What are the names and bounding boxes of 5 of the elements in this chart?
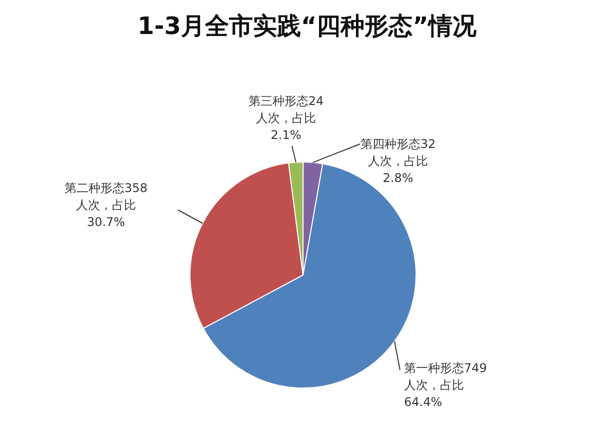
- slice-label: 第二种形态358 人次，占比 30.7%: [64, 181, 148, 229]
- chart-title: 1-3月全市实践“四种形态”情况: [136, 11, 478, 42]
- slice-label: 第四种形态32 人次，占比 2.8%: [360, 137, 436, 185]
- slice-label: 第三种形态24 人次，占比 2.1%: [248, 94, 324, 142]
- slice-label: 第一种形态749 人次，占比 64.4%: [404, 361, 487, 409]
